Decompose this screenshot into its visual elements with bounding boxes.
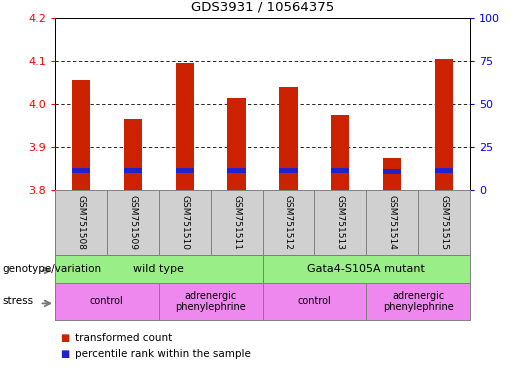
Bar	[331, 115, 349, 190]
Bar	[435, 59, 453, 190]
Text: wild type: wild type	[133, 264, 184, 274]
Bar	[279, 87, 298, 190]
Bar	[383, 169, 401, 174]
Bar	[263, 283, 366, 320]
Bar	[176, 169, 194, 173]
Text: stress: stress	[3, 296, 33, 306]
Bar	[176, 63, 194, 190]
Bar	[124, 169, 142, 173]
Text: adrenergic
phenylephrine: adrenergic phenylephrine	[383, 291, 454, 312]
Text: Gata4-S105A mutant: Gata4-S105A mutant	[307, 264, 425, 274]
Text: control: control	[298, 296, 331, 306]
Text: adrenergic
phenylephrine: adrenergic phenylephrine	[175, 291, 246, 312]
Text: control: control	[90, 296, 124, 306]
Text: ■: ■	[60, 333, 69, 343]
Text: GSM751514: GSM751514	[388, 195, 397, 250]
Text: GDS3931 / 10564375: GDS3931 / 10564375	[191, 1, 334, 14]
Text: GSM751511: GSM751511	[232, 195, 241, 250]
Bar	[72, 169, 90, 173]
Text: GSM751508: GSM751508	[76, 195, 85, 250]
Bar	[263, 255, 470, 283]
Bar	[228, 169, 246, 173]
Text: percentile rank within the sample: percentile rank within the sample	[76, 349, 251, 359]
Text: GSM751510: GSM751510	[180, 195, 189, 250]
Bar	[72, 80, 90, 190]
Bar	[228, 98, 246, 190]
Text: GSM751515: GSM751515	[440, 195, 449, 250]
Text: GSM751513: GSM751513	[336, 195, 345, 250]
Bar	[435, 169, 453, 173]
Text: genotype/variation: genotype/variation	[3, 264, 101, 274]
Text: GSM751512: GSM751512	[284, 195, 293, 250]
Text: transformed count: transformed count	[76, 333, 173, 343]
Bar	[55, 255, 263, 283]
Text: ■: ■	[60, 349, 69, 359]
Bar	[55, 283, 159, 320]
Bar	[124, 119, 142, 190]
Bar	[366, 283, 470, 320]
Bar	[331, 169, 349, 173]
Bar	[383, 158, 401, 190]
Bar	[159, 283, 263, 320]
Text: GSM751509: GSM751509	[128, 195, 138, 250]
Bar	[279, 169, 298, 173]
